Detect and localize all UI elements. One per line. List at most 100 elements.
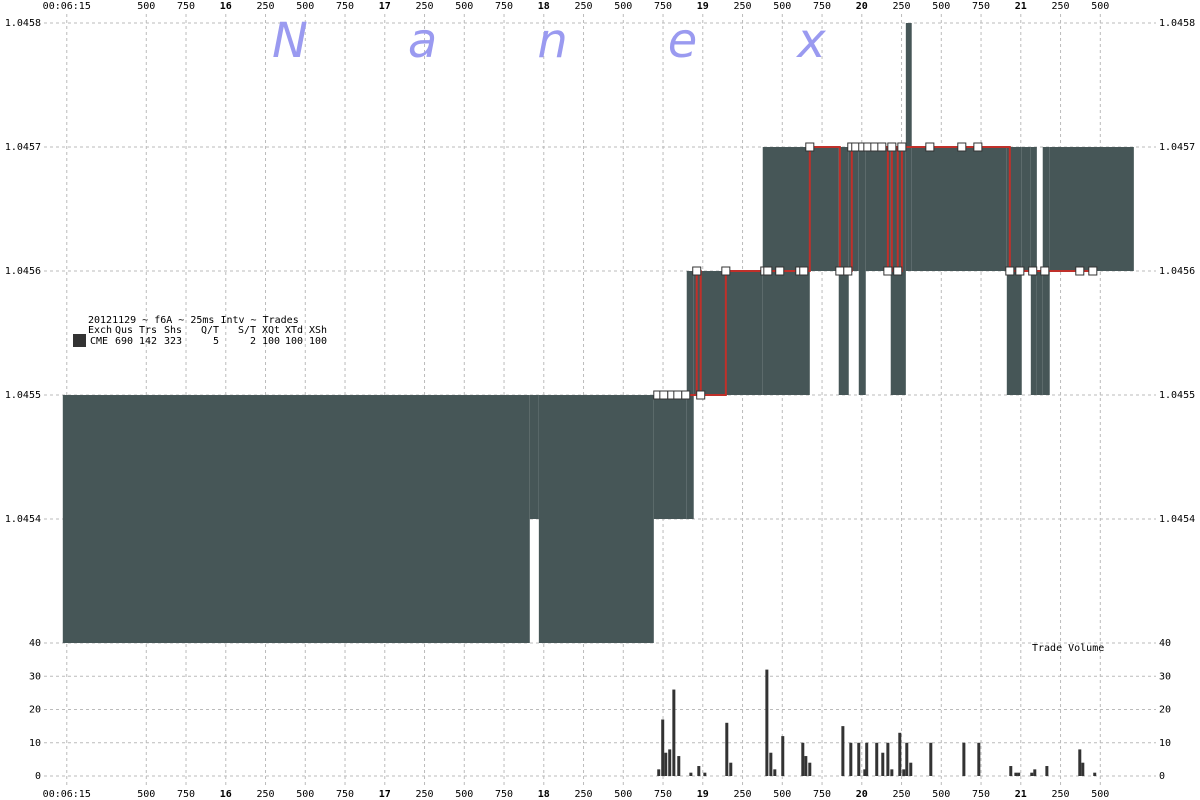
- quote-spread: [653, 395, 687, 519]
- volume-bar: [1081, 762, 1085, 776]
- x-tick-label: 750: [177, 789, 195, 800]
- volume-bar: [668, 749, 672, 776]
- volume-bar: [1045, 766, 1049, 776]
- volume-bar: [697, 766, 701, 776]
- x-tick-label: 250: [893, 789, 911, 800]
- quote-spread: [538, 395, 654, 643]
- y2-tick-label: 0: [1159, 771, 1165, 782]
- trade-marker: [835, 266, 845, 276]
- x-tick-label: 500: [614, 1, 632, 12]
- y2-tick-label: 1.0455: [1159, 390, 1195, 401]
- volume-bar: [1017, 772, 1021, 776]
- x-tick-label: 250: [415, 1, 433, 12]
- trade-marker: [957, 142, 967, 152]
- y2-tick-label: 30: [1159, 671, 1171, 682]
- trade-marker: [692, 266, 702, 276]
- y-tick-label: 1.0454: [5, 514, 41, 525]
- x-tick-label: 750: [813, 1, 831, 12]
- x-tick-label: 250: [575, 789, 593, 800]
- x-tick-label: 19: [697, 1, 709, 12]
- y-tick-label: 1.0458: [5, 18, 41, 29]
- y2-tick-label: 1.0457: [1159, 142, 1195, 153]
- trade-marker: [925, 142, 935, 152]
- x-tick-label: 750: [177, 1, 195, 12]
- x-tick-label: 500: [455, 789, 473, 800]
- x-tick-label: 250: [734, 789, 752, 800]
- legend-cell: 690: [115, 336, 133, 347]
- volume-bar: [977, 742, 981, 776]
- panel-title: Trade Volume: [1032, 643, 1104, 654]
- volume-bar: [890, 769, 894, 776]
- legend-header: Shs: [164, 325, 182, 336]
- volume-bar: [886, 742, 890, 776]
- volume-bar: [725, 722, 729, 776]
- volume-bar: [677, 756, 681, 776]
- legend-header: Q/T: [201, 325, 219, 336]
- quote-spread: [1049, 147, 1134, 271]
- x-tick-label: 19: [697, 789, 709, 800]
- volume-bar: [808, 762, 812, 776]
- quote-spread: [1021, 147, 1031, 271]
- legend-header: Exch: [88, 325, 112, 336]
- volume-bar: [841, 726, 845, 776]
- trade-marker: [973, 142, 983, 152]
- y-tick-label: 0: [35, 771, 41, 782]
- y-tick-label: 20: [29, 705, 41, 716]
- quote-spread: [848, 147, 859, 271]
- x-tick-label: 500: [932, 1, 950, 12]
- x-tick-label: 500: [773, 1, 791, 12]
- legend-title: 20121129 ~ f6A ~ 25ms Intv ~ Trades: [88, 315, 299, 326]
- legend-cell: 100: [309, 336, 327, 347]
- trade-marker: [681, 390, 691, 400]
- x-tick-label: 250: [893, 1, 911, 12]
- trade-marker: [893, 266, 903, 276]
- x-tick-label: 750: [336, 789, 354, 800]
- volume-bar: [902, 769, 906, 776]
- volume-bar: [689, 772, 693, 776]
- trade-marker: [799, 266, 809, 276]
- volume-bar: [1014, 772, 1018, 776]
- trade-marker: [1075, 266, 1085, 276]
- legend-swatch: [73, 334, 86, 347]
- x-tick-label: 250: [256, 789, 274, 800]
- trade-marker: [763, 266, 773, 276]
- quote-spread: [529, 395, 539, 519]
- volume-bar: [863, 769, 867, 776]
- legend-header: XTd: [285, 325, 303, 336]
- x-tick-label: 00:06:15: [43, 789, 91, 800]
- x-tick-label: 18: [538, 1, 550, 12]
- volume-bar: [672, 689, 676, 776]
- legend-cell: 323: [164, 336, 182, 347]
- x-tick-label: 500: [296, 789, 314, 800]
- x-tick-label: 750: [972, 1, 990, 12]
- y-tick-label: 40: [29, 638, 41, 649]
- trade-marker: [1015, 266, 1025, 276]
- volume-bar: [929, 742, 933, 776]
- volume-bar: [661, 719, 665, 776]
- trade-marker: [877, 142, 887, 152]
- x-tick-label: 00:06:15: [43, 1, 91, 12]
- legend-cell: 142: [139, 336, 157, 347]
- trade-marker: [887, 142, 897, 152]
- y2-tick-label: 20: [1159, 705, 1171, 716]
- y-tick-label: 1.0456: [5, 266, 41, 277]
- legend-cell: 100: [285, 336, 303, 347]
- trade-marker: [1088, 266, 1098, 276]
- trade-marker: [1028, 266, 1038, 276]
- trade-marker: [673, 390, 683, 400]
- y-tick-label: 10: [29, 738, 41, 749]
- legend-header: S/T: [238, 325, 256, 336]
- legend-cell: 5: [213, 336, 219, 347]
- volume-bar: [881, 752, 885, 776]
- y-tick-label: 30: [29, 671, 41, 682]
- legend-cell: 100: [262, 336, 280, 347]
- x-tick-label: 500: [137, 789, 155, 800]
- volume-bar: [657, 769, 661, 776]
- volume-bar: [898, 732, 902, 776]
- x-tick-label: 17: [379, 1, 391, 12]
- volume-bar: [804, 756, 808, 776]
- x-tick-label: 20: [856, 789, 868, 800]
- trade-marker: [775, 266, 785, 276]
- quote-spread: [693, 271, 763, 395]
